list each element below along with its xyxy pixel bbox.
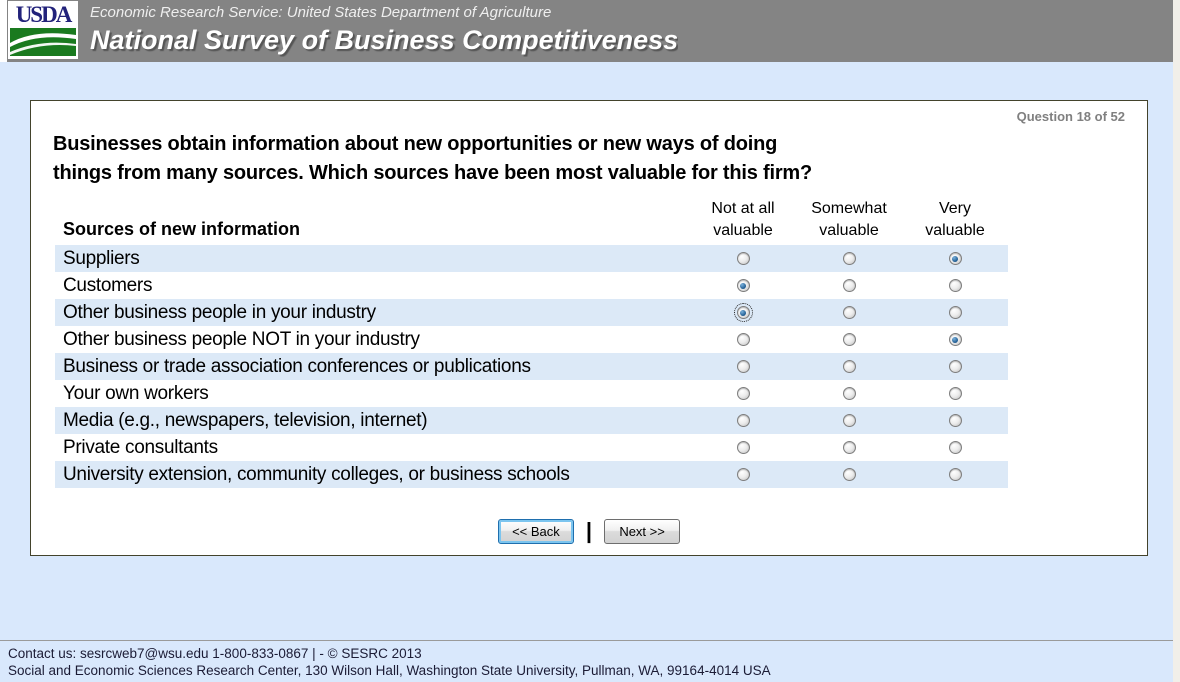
row-label: Other business people NOT in your indust…: [63, 329, 420, 350]
radio-not-at-all-row6[interactable]: [736, 387, 750, 400]
radio-very-row7[interactable]: [948, 414, 962, 427]
radio-not-at-all-row1[interactable]: [736, 252, 750, 265]
row-label: Private consultants: [63, 437, 218, 458]
row-label: University extension, community colleges…: [63, 464, 570, 485]
row-header-label: Sources of new information: [63, 219, 301, 239]
question-text: Businesses obtain information about new …: [53, 133, 813, 184]
usda-logo: USDA: [8, 1, 78, 59]
row-label: Media (e.g., newspapers, television, int…: [63, 410, 428, 431]
row-label: Your own workers: [63, 383, 209, 404]
table-header-row: Sources of new information Not at all va…: [55, 198, 1008, 245]
table-row: Media (e.g., newspapers, television, int…: [55, 407, 1008, 434]
button-separator: |: [585, 518, 593, 543]
radio-very-row6[interactable]: [948, 387, 962, 400]
radio-not-at-all-row4[interactable]: [736, 333, 750, 346]
radio-somewhat-row3[interactable]: [842, 306, 856, 319]
radio-somewhat-row6[interactable]: [842, 387, 856, 400]
header-bar: USDA Economic Research Service: United S…: [7, 0, 1180, 62]
radio-very-row3[interactable]: [948, 306, 962, 319]
radio-somewhat-row8[interactable]: [842, 441, 856, 454]
table-row: Suppliers: [55, 245, 1008, 272]
radio-very-row8[interactable]: [948, 441, 962, 454]
table-row: Your own workers: [55, 380, 1008, 407]
radio-not-at-all-row5[interactable]: [736, 360, 750, 373]
question-progress: Question 18 of 52: [1016, 109, 1125, 124]
radio-somewhat-row4[interactable]: [842, 333, 856, 346]
page-header: USDA Economic Research Service: United S…: [0, 0, 1180, 62]
table-body: Suppliers Customers Other business peopl…: [55, 245, 1127, 488]
radio-very-row2[interactable]: [948, 279, 962, 292]
footer-address-line: Social and Economic Sciences Research Ce…: [8, 663, 771, 678]
radio-somewhat-row1[interactable]: [842, 252, 856, 265]
radio-somewhat-row2[interactable]: [842, 279, 856, 292]
radio-very-row5[interactable]: [948, 360, 962, 373]
next-button[interactable]: Next >>: [604, 518, 681, 544]
row-label: Other business people in your industry: [63, 302, 376, 323]
agency-line: Economic Research Service: United States…: [90, 4, 552, 21]
navigation-buttons: << Back | Next >>: [51, 518, 1127, 544]
col-header-very: Very valuable: [925, 200, 985, 239]
usda-swoosh-icon: [10, 28, 76, 56]
header-titles: Economic Research Service: United States…: [90, 0, 678, 57]
table-row: University extension, community colleges…: [55, 461, 1008, 488]
survey-title: National Survey of Business Competitiven…: [90, 25, 679, 55]
main-area: Question 18 of 52 Businesses obtain info…: [0, 62, 1180, 640]
radio-not-at-all-row7[interactable]: [736, 414, 750, 427]
back-button[interactable]: << Back: [497, 518, 574, 544]
footer-contact-line: Contact us: sesrcweb7@wsu.edu 1-800-833-…: [8, 646, 422, 661]
radio-not-at-all-row2[interactable]: [736, 279, 750, 292]
radio-somewhat-row5[interactable]: [842, 360, 856, 373]
question-panel: Question 18 of 52 Businesses obtain info…: [30, 100, 1148, 556]
header-left-spacer: [0, 0, 7, 62]
radio-very-row4[interactable]: [948, 333, 962, 346]
usda-logo-text: USDA: [15, 2, 73, 27]
row-label: Suppliers: [63, 248, 140, 269]
window-edge-strip: [1173, 0, 1180, 682]
radio-somewhat-row7[interactable]: [842, 414, 856, 427]
col-header-somewhat: Somewhat valuable: [811, 200, 887, 239]
radio-very-row9[interactable]: [948, 468, 962, 481]
table-row: Other business people NOT in your indust…: [55, 326, 1008, 353]
col-header-not-at-all: Not at all valuable: [711, 200, 775, 239]
table-row: Other business people in your industry: [55, 299, 1008, 326]
page-footer: Contact us: sesrcweb7@wsu.edu 1-800-833-…: [0, 640, 1180, 682]
row-label: Business or trade association conference…: [63, 356, 531, 377]
radio-somewhat-row9[interactable]: [842, 468, 856, 481]
radio-very-row1[interactable]: [948, 252, 962, 265]
radio-not-at-all-row3[interactable]: [733, 303, 753, 322]
radio-not-at-all-row9[interactable]: [736, 468, 750, 481]
radio-not-at-all-row8[interactable]: [736, 441, 750, 454]
answer-table: Sources of new information Not at all va…: [55, 198, 1127, 488]
table-row: Customers: [55, 272, 1008, 299]
table-row: Private consultants: [55, 434, 1008, 461]
table-row: Business or trade association conference…: [55, 353, 1008, 380]
row-label: Customers: [63, 275, 153, 296]
